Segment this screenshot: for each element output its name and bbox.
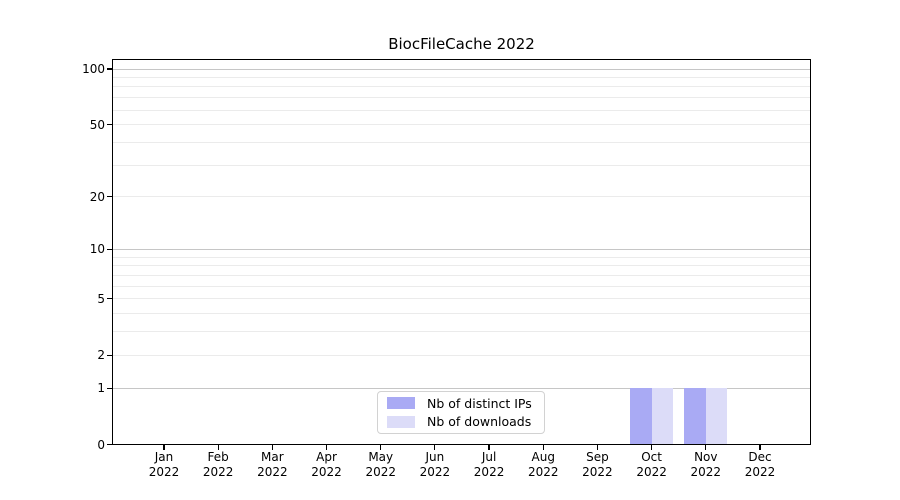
gridline-major	[112, 387, 811, 389]
y-axis-tick	[107, 196, 112, 198]
x-tick-label: Mar 2022	[257, 450, 288, 479]
gridline-minor	[112, 354, 811, 356]
y-tick-label: 5	[97, 291, 105, 306]
y-tick-label: 2	[97, 348, 105, 363]
gridline-minor	[112, 313, 811, 315]
gridline-minor	[112, 274, 811, 276]
x-tick-label: Jul 2022	[473, 450, 505, 479]
gridline-minor	[112, 256, 811, 258]
legend-item-downloads: Nb of downloads	[387, 414, 544, 429]
x-tick-label: Sep 2022	[582, 450, 613, 479]
x-axis-tick	[488, 444, 490, 450]
gridline-minor	[112, 86, 811, 88]
gridline-minor	[112, 109, 811, 111]
legend-item-distinct-ips: Nb of distinct IPs	[387, 396, 544, 411]
x-axis-tick	[163, 444, 165, 450]
x-tick-label: Apr 2022	[311, 450, 342, 479]
gridline-minor	[112, 141, 811, 143]
legend-swatch-downloads-icon	[387, 415, 415, 428]
bar-downloads	[651, 388, 674, 445]
y-axis-tick	[107, 68, 112, 70]
y-axis-tick	[107, 443, 112, 446]
x-axis-tick	[651, 444, 653, 450]
y-tick-label: 20	[89, 189, 105, 204]
x-axis-tick	[596, 444, 599, 450]
gridline-minor	[112, 285, 811, 287]
x-tick-label: Aug 2022	[527, 450, 559, 479]
gridline-minor	[112, 331, 811, 333]
gridline-minor	[112, 124, 811, 126]
y-axis-tick	[107, 248, 112, 250]
legend: Nb of distinct IPs Nb of downloads	[377, 391, 545, 434]
x-tick-label: Dec 2022	[744, 450, 776, 479]
x-tick-label: Feb 2022	[202, 450, 234, 479]
gridline-minor	[112, 265, 811, 267]
plot-area-border	[112, 58, 811, 445]
x-tick-label: Nov 2022	[690, 450, 722, 479]
legend-label-distinct-ips: Nb of distinct IPs	[427, 395, 532, 411]
legend-label-downloads: Nb of downloads	[427, 414, 532, 430]
x-tick-label: Jun 2022	[419, 450, 451, 479]
x-tick-label: Jan 2022	[148, 450, 180, 479]
y-tick-label: 100	[82, 62, 105, 76]
x-axis-tick	[759, 444, 761, 450]
bar-distinct-ips	[684, 388, 706, 445]
y-tick-label: 0	[97, 437, 105, 452]
x-axis-tick	[542, 444, 544, 450]
x-tick-label: Oct 2022	[636, 450, 667, 479]
y-axis-tick	[107, 354, 112, 356]
y-tick-label: 50	[89, 117, 105, 132]
x-axis-tick	[271, 444, 273, 450]
gridline-minor	[112, 76, 811, 78]
gridline-major	[112, 248, 811, 250]
x-axis-tick	[325, 444, 328, 450]
x-axis-tick	[217, 444, 219, 450]
x-axis-tick	[705, 444, 707, 450]
y-tick-label: 10	[89, 242, 105, 257]
gridline-major	[112, 68, 811, 70]
bar-downloads	[705, 388, 728, 445]
x-axis-tick	[434, 444, 436, 450]
x-tick-label: May 2022	[365, 450, 396, 479]
gridline-minor	[112, 164, 811, 166]
y-axis-tick	[107, 387, 112, 389]
bar-distinct-ips	[629, 388, 652, 445]
chart-title: BiocFileCache 2022	[388, 35, 535, 53]
gridline-minor	[112, 196, 811, 198]
x-axis-tick	[380, 444, 382, 450]
legend-swatch-distinct-ips-icon	[387, 397, 415, 410]
y-axis-tick	[107, 298, 112, 300]
gridline-minor	[112, 298, 811, 300]
gridline-minor	[112, 97, 811, 99]
y-tick-label: 1	[97, 381, 105, 396]
y-axis-tick	[107, 123, 112, 126]
